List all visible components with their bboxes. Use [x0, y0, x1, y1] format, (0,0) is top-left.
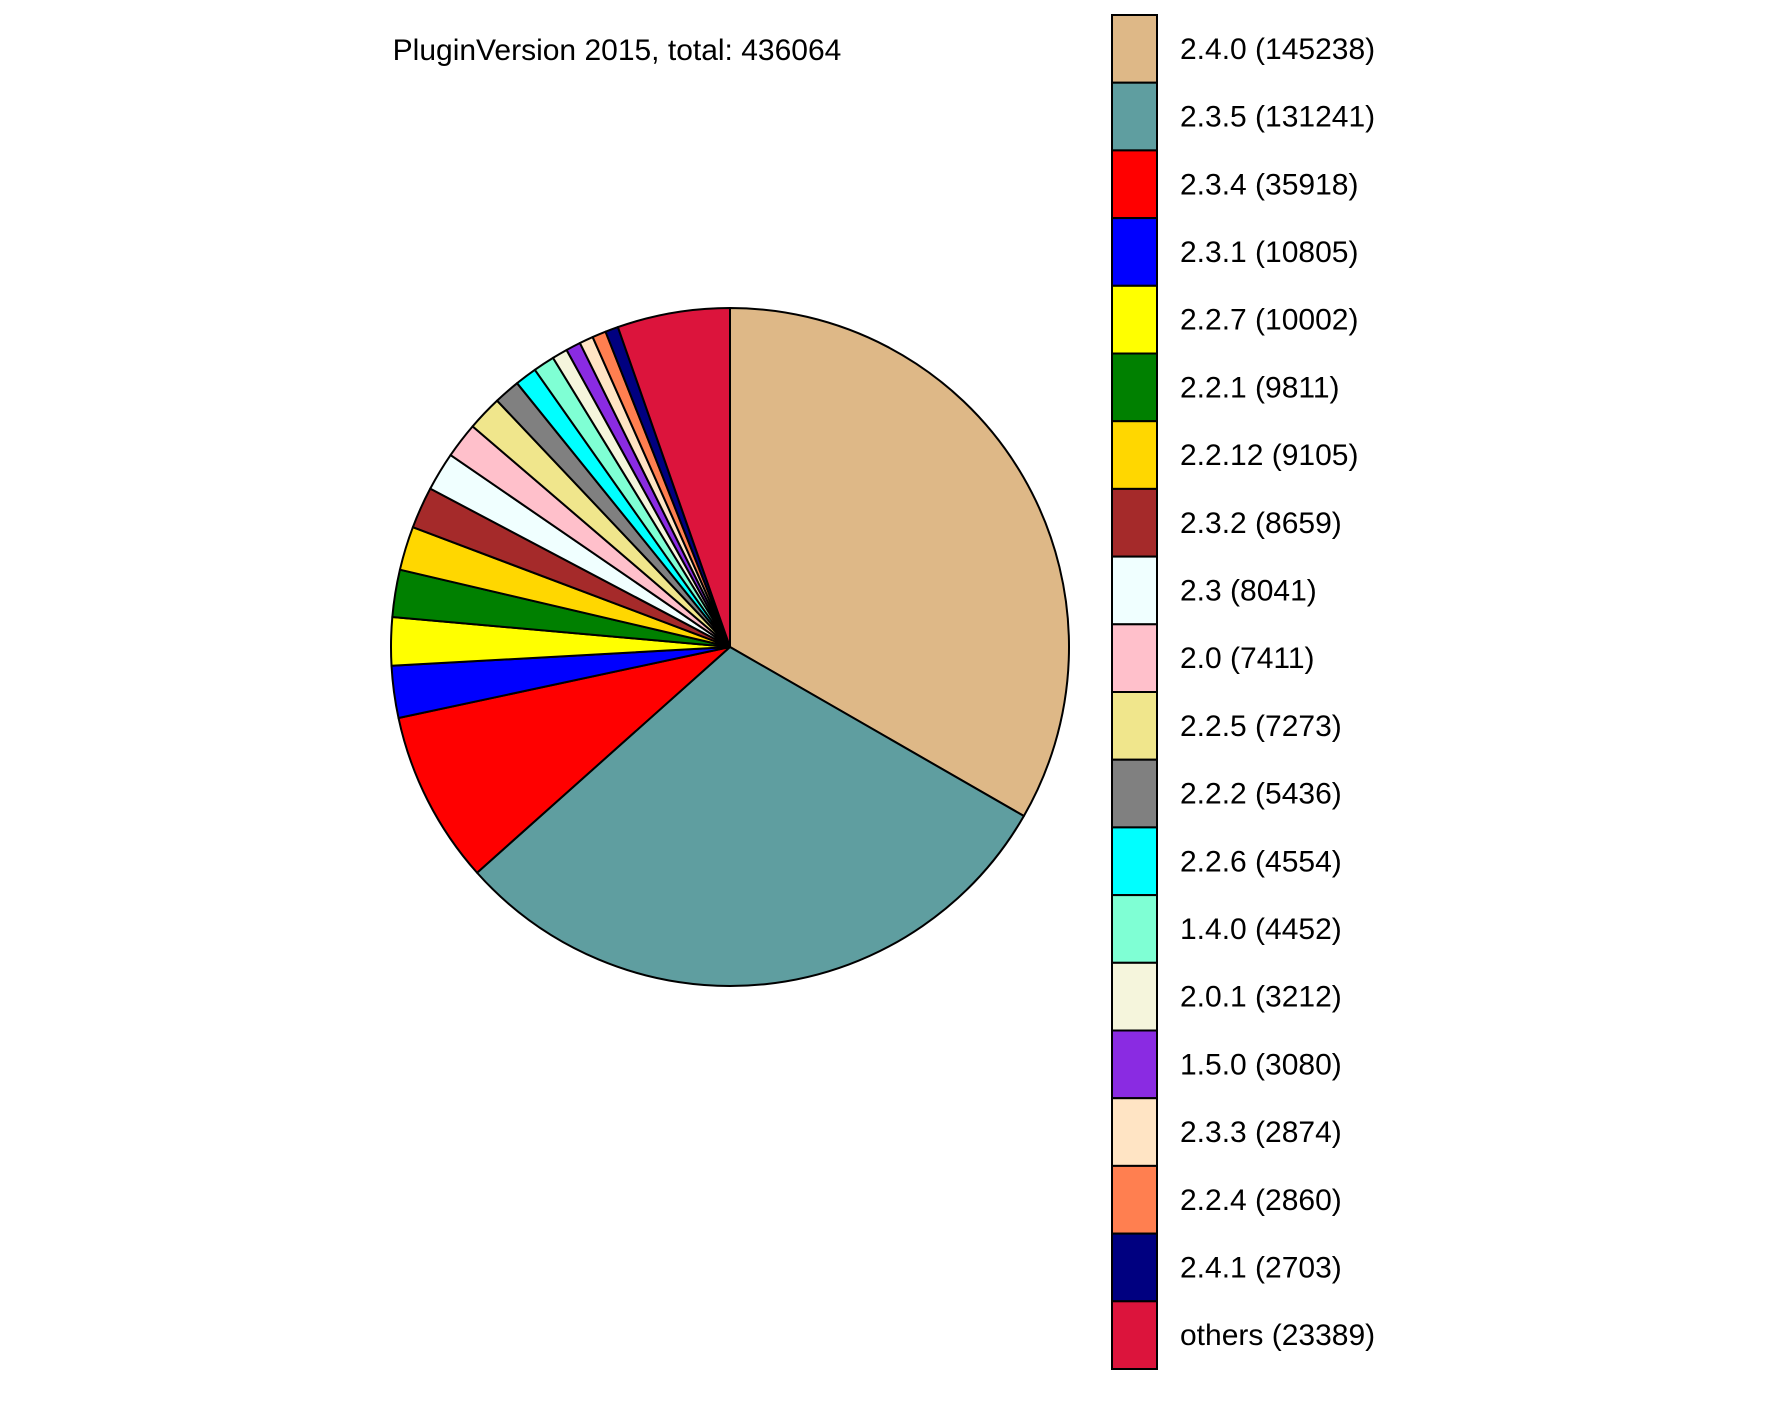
legend-label-5: 2.2.1 (9811) [1180, 371, 1340, 404]
legend-swatch-0 [1111, 14, 1158, 84]
legend-label-0: 2.4.0 (145238) [1180, 33, 1375, 66]
legend-swatch-18 [1111, 1232, 1158, 1303]
pie-slice-19 [616, 307, 731, 648]
legend-label-6: 2.2.12 (9105) [1180, 439, 1358, 472]
legend-swatch-16 [1111, 1097, 1158, 1167]
legend: 2.4.0 (145238) 2.3.5 (131241) 2.3.4 (35918… [1111, 14, 1375, 1371]
legend-label-7: 2.3.2 (8659) [1180, 507, 1342, 540]
legend-label-4: 2.2.7 (10002) [1180, 304, 1358, 337]
legend-swatch-10 [1111, 691, 1158, 761]
chart-title: PluginVersion 2015, total: 436064 [393, 34, 842, 67]
legend-label-9: 2.0 (7411) [1180, 642, 1315, 675]
legend-swatch-4 [1111, 284, 1158, 355]
legend-label-14: 2.0.1 (3212) [1180, 981, 1342, 1014]
pie-slice-1 [476, 646, 1025, 987]
legend-swatch-12 [1111, 826, 1158, 897]
pie-slice-2 [397, 646, 731, 874]
legend-swatch-2 [1111, 149, 1158, 220]
legend-label-2: 2.3.4 (35918) [1180, 168, 1358, 201]
legend-swatch-15 [1111, 1029, 1158, 1100]
legend-swatch-3 [1111, 217, 1158, 287]
legend-swatch-17 [1111, 1164, 1158, 1235]
legend-label-13: 1.4.0 (4452) [1180, 913, 1342, 946]
legend-swatch-6 [1111, 420, 1158, 490]
legend-label-17: 2.2.4 (2860) [1180, 1184, 1342, 1217]
legend-label-15: 1.5.0 (3080) [1180, 1048, 1342, 1081]
legend-label-19: others (23389) [1180, 1319, 1375, 1352]
pie-slice-0 [729, 307, 1070, 818]
legend-label-8: 2.3 (8041) [1180, 574, 1317, 607]
legend-swatch-7 [1111, 487, 1158, 558]
legend-label-10: 2.2.5 (7273) [1180, 710, 1342, 743]
legend-swatch-13 [1111, 894, 1158, 964]
legend-label-12: 2.2.6 (4554) [1180, 845, 1342, 878]
legend-label-1: 2.3.5 (131241) [1180, 101, 1375, 134]
legend-label-16: 2.3.3 (2874) [1180, 1116, 1342, 1149]
pie-slices [390, 307, 1070, 987]
legend-swatch-8 [1111, 555, 1158, 626]
legend-swatch-1 [1111, 81, 1158, 152]
legend-label-11: 2.2.2 (5436) [1180, 778, 1342, 811]
legend-swatch-14 [1111, 961, 1158, 1032]
legend-swatch-11 [1111, 758, 1158, 829]
legend-label-3: 2.3.1 (10805) [1180, 236, 1358, 269]
legend-swatch-9 [1111, 623, 1158, 693]
legend-label-18: 2.4.1 (2703) [1180, 1251, 1342, 1284]
legend-swatch-19 [1111, 1300, 1158, 1371]
legend-swatch-5 [1111, 352, 1158, 423]
